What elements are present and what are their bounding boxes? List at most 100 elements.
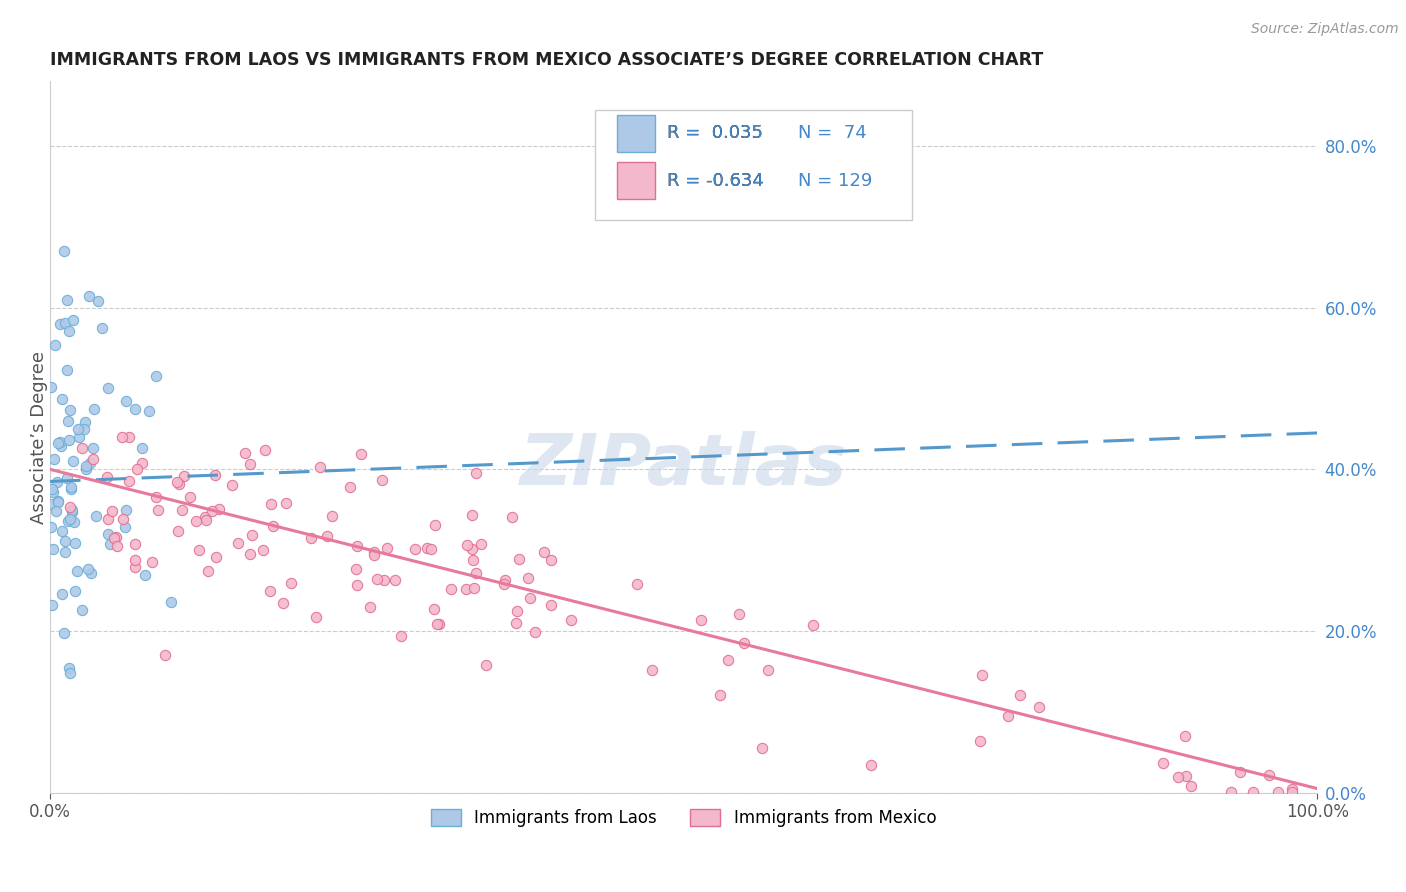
Point	[41, 497, 63, 511]
Point	[79, 457, 101, 471]
Point	[1229, 765, 1251, 780]
Point	[70, 603, 93, 617]
Point	[859, 758, 882, 772]
Text: N = 129: N = 129	[797, 172, 872, 190]
Point	[46, 475, 69, 490]
Point	[389, 629, 412, 643]
Point	[56, 293, 79, 308]
Point	[96, 470, 118, 484]
Point	[1174, 729, 1197, 743]
Point	[115, 394, 138, 409]
Point	[463, 552, 485, 566]
Point	[240, 528, 263, 542]
Point	[82, 442, 104, 456]
Point	[416, 541, 439, 556]
Point	[233, 446, 256, 460]
Text: N =  74: N = 74	[797, 124, 866, 142]
Point	[423, 602, 446, 616]
Point	[59, 402, 82, 417]
Point	[131, 456, 153, 470]
Point	[58, 433, 80, 447]
Point	[970, 668, 993, 682]
Point	[45, 504, 67, 518]
Point	[98, 537, 121, 551]
Point	[51, 587, 73, 601]
Point	[321, 509, 343, 524]
Point	[505, 616, 527, 631]
Point	[1281, 781, 1303, 796]
Point	[751, 741, 773, 756]
Point	[717, 653, 740, 667]
Point	[51, 392, 73, 406]
Point	[560, 613, 582, 627]
Point	[105, 539, 128, 553]
Point	[53, 244, 76, 258]
Point	[463, 581, 485, 595]
Point	[73, 422, 96, 436]
Point	[97, 512, 120, 526]
Point	[373, 573, 395, 587]
Point	[252, 542, 274, 557]
Point	[145, 369, 167, 384]
Point	[131, 441, 153, 455]
Point	[124, 552, 146, 566]
Point	[474, 658, 496, 673]
Point	[419, 542, 441, 557]
Point	[346, 539, 368, 553]
Point	[239, 457, 262, 471]
Point	[689, 613, 711, 627]
Point	[316, 529, 339, 543]
Point	[350, 447, 373, 461]
Point	[363, 548, 385, 562]
Point	[77, 289, 100, 303]
Point	[208, 501, 231, 516]
Point	[425, 518, 447, 533]
Point	[173, 469, 195, 483]
Point	[75, 461, 97, 475]
Point	[41, 599, 63, 613]
Text: Source: ZipAtlas.com: Source: ZipAtlas.com	[1251, 22, 1399, 37]
FancyBboxPatch shape	[617, 115, 655, 152]
Point	[60, 482, 83, 496]
Point	[63, 535, 86, 549]
Point	[533, 545, 555, 559]
Point	[470, 537, 492, 551]
Point	[540, 598, 562, 612]
Point	[259, 583, 281, 598]
Point	[969, 734, 991, 748]
Point	[51, 524, 73, 538]
Point	[66, 564, 89, 578]
Point	[344, 562, 367, 576]
Point	[127, 462, 149, 476]
Point	[271, 596, 294, 610]
Point	[56, 363, 79, 377]
Point	[62, 313, 84, 327]
FancyBboxPatch shape	[617, 162, 655, 200]
Point	[464, 467, 486, 481]
Point	[1281, 785, 1303, 799]
Point	[153, 648, 176, 663]
Text: ZIPatlas: ZIPatlas	[520, 431, 848, 500]
Point	[53, 533, 76, 548]
Point	[67, 422, 90, 436]
Point	[194, 513, 217, 527]
Point	[641, 664, 664, 678]
Point	[49, 434, 72, 449]
Point	[305, 610, 328, 624]
Point	[124, 537, 146, 551]
Point	[53, 544, 76, 558]
Point	[86, 508, 108, 523]
Point	[371, 473, 394, 487]
Point	[506, 604, 529, 618]
Point	[41, 483, 63, 497]
Point	[299, 532, 322, 546]
Point	[90, 321, 112, 335]
Point	[184, 514, 207, 528]
Point	[97, 527, 120, 541]
Point	[404, 541, 426, 556]
Point	[239, 547, 262, 561]
Point	[1267, 785, 1289, 799]
Point	[205, 549, 228, 564]
Y-axis label: Associate’s Degree: Associate’s Degree	[30, 351, 48, 524]
Point	[1241, 785, 1264, 799]
